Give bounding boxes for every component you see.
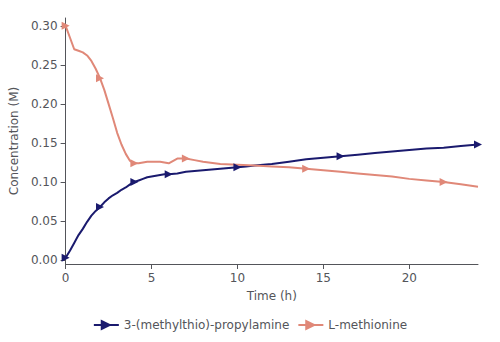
svg-text:0.00: 0.00: [31, 253, 58, 267]
svg-text:0.30: 0.30: [31, 19, 58, 33]
svg-text:0.05: 0.05: [31, 214, 58, 228]
svg-text:0.20: 0.20: [31, 97, 58, 111]
svg-text:0.15: 0.15: [31, 136, 58, 150]
svg-text:15: 15: [316, 271, 331, 285]
svg-text:0.10: 0.10: [31, 175, 58, 189]
svg-text:0: 0: [62, 271, 70, 285]
svg-text:5: 5: [148, 271, 156, 285]
svg-text:3-(methylthio)-propylamine: 3-(methylthio)-propylamine: [124, 318, 290, 332]
svg-text:Time (h): Time (h): [246, 289, 297, 303]
svg-text:20: 20: [402, 271, 417, 285]
svg-text:10: 10: [230, 271, 245, 285]
svg-text:0.25: 0.25: [31, 58, 58, 72]
svg-text:L-methionine: L-methionine: [328, 318, 407, 332]
svg-text:Concentration (M): Concentration (M): [7, 87, 21, 195]
